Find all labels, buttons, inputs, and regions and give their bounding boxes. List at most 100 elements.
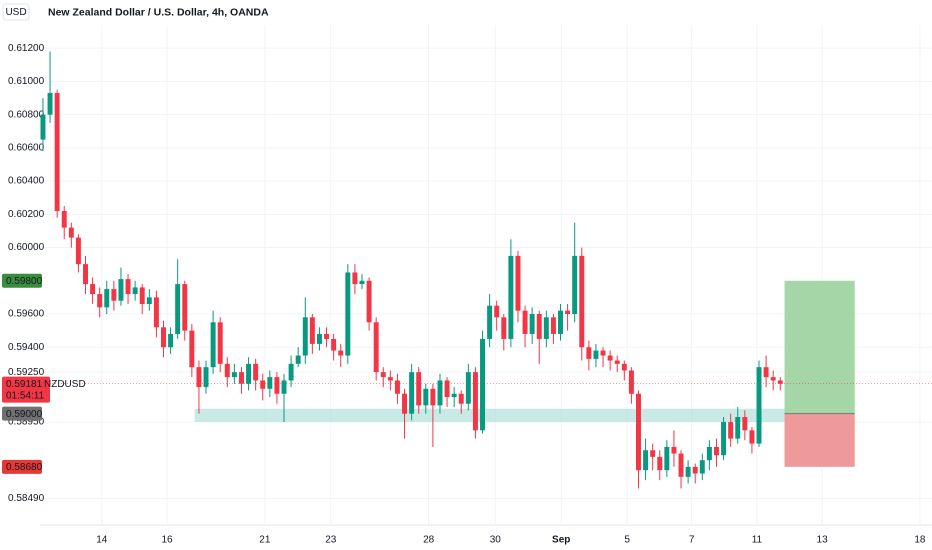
candle-body xyxy=(83,264,88,285)
candle-body xyxy=(664,446,670,471)
x-tick-label: 30 xyxy=(490,535,502,546)
x-tick-label: 11 xyxy=(752,535,763,546)
price-badge xyxy=(2,406,42,421)
candle-body xyxy=(373,322,379,373)
x-tick-label: 18 xyxy=(914,535,926,546)
candle-body xyxy=(281,380,287,394)
candle-body xyxy=(288,363,294,381)
candle-body xyxy=(643,450,649,471)
candle-body xyxy=(572,255,578,315)
candle-body xyxy=(175,284,181,334)
profit-zone xyxy=(784,280,855,414)
candle-body xyxy=(678,453,684,477)
price-badge-label: 0.59800 xyxy=(6,276,43,287)
x-tick-label: 5 xyxy=(624,535,630,546)
currency[interactable]: USD xyxy=(5,7,26,18)
y-tick-label: 0.58490 xyxy=(8,493,45,504)
candle-body xyxy=(153,297,159,328)
candle-body xyxy=(621,363,627,371)
candle-body xyxy=(536,314,542,339)
candle-body xyxy=(75,237,81,265)
y-tick-label: 0.59250 xyxy=(8,367,45,378)
candle-body xyxy=(231,372,237,378)
candle-body xyxy=(47,93,53,115)
candle-body xyxy=(387,377,393,381)
candle-body xyxy=(394,380,400,394)
candle-body xyxy=(423,388,429,406)
candle-body xyxy=(522,310,528,334)
candle-body xyxy=(331,338,337,351)
candle-body xyxy=(735,417,741,439)
candle-body xyxy=(40,114,46,140)
candle-body xyxy=(650,450,656,457)
candle-body xyxy=(600,350,606,356)
candle-body xyxy=(579,255,585,348)
candle-body xyxy=(749,430,755,444)
y-tick-label: 0.60600 xyxy=(8,143,45,154)
candle-body xyxy=(742,417,748,431)
candle-body xyxy=(416,372,422,406)
candle-body xyxy=(111,289,117,301)
y-tick-label: 0.61000 xyxy=(8,76,45,87)
symbol-label: NZDUSD xyxy=(44,379,86,390)
x-tick-label: 23 xyxy=(325,535,337,546)
candle-body xyxy=(90,284,96,295)
candle-body xyxy=(628,370,634,394)
candle-body xyxy=(480,338,486,431)
candle-body xyxy=(451,393,457,398)
candle-body xyxy=(472,372,478,431)
candle-body xyxy=(565,310,571,315)
candle-body xyxy=(607,355,613,361)
candle-body xyxy=(458,393,464,404)
last-price-label: 0.59181 xyxy=(6,379,43,390)
candle-body xyxy=(770,377,776,381)
candle-body xyxy=(487,305,493,339)
price-badge-label: 0.58680 xyxy=(6,462,43,473)
candle-body xyxy=(132,287,138,295)
last-price-badge xyxy=(2,376,50,403)
candle-body xyxy=(636,393,641,471)
candle-body xyxy=(508,255,514,339)
chart-title: New Zealand Dollar / U.S. Dollar, 4h, OA… xyxy=(48,6,269,18)
candle-body xyxy=(380,372,386,378)
y-tick-label: 0.60000 xyxy=(8,242,45,253)
candle-body xyxy=(543,317,549,339)
candle-body xyxy=(671,446,677,454)
support-zone xyxy=(194,408,785,422)
candle-body xyxy=(196,367,202,388)
candle-body xyxy=(324,333,330,339)
candle-body xyxy=(210,322,216,368)
candle-body xyxy=(465,372,471,404)
candle-body xyxy=(253,363,259,381)
candle-body xyxy=(246,363,252,384)
candle-body xyxy=(756,367,762,444)
candle-body xyxy=(217,322,223,364)
candle-body xyxy=(309,317,315,344)
currency-box[interactable] xyxy=(2,3,30,21)
y-tick-label: 0.60200 xyxy=(8,209,45,220)
candle-body xyxy=(501,317,507,339)
candle-body xyxy=(685,466,691,477)
candle-body xyxy=(274,377,280,394)
y-tick-label: 0.60800 xyxy=(8,109,45,120)
candle-body xyxy=(713,446,719,456)
y-tick-label: 0.59400 xyxy=(8,342,45,353)
candle-body xyxy=(706,446,712,461)
candle-body xyxy=(437,380,443,406)
candle-body xyxy=(586,347,592,359)
x-tick-label: 28 xyxy=(423,535,435,546)
candle-body xyxy=(494,305,500,318)
candle-body xyxy=(224,363,230,378)
x-tick-label: 21 xyxy=(259,535,271,546)
candle-body xyxy=(338,350,344,356)
candle-body xyxy=(68,227,74,238)
candle-body xyxy=(139,287,145,305)
price-badge-label: 0.59000 xyxy=(6,409,43,420)
loss-zone xyxy=(784,413,855,467)
candle-body xyxy=(558,310,563,334)
candle-body xyxy=(692,466,698,474)
candle-body xyxy=(146,297,152,305)
candle-body xyxy=(238,372,244,384)
x-tick-label: 13 xyxy=(817,535,829,546)
